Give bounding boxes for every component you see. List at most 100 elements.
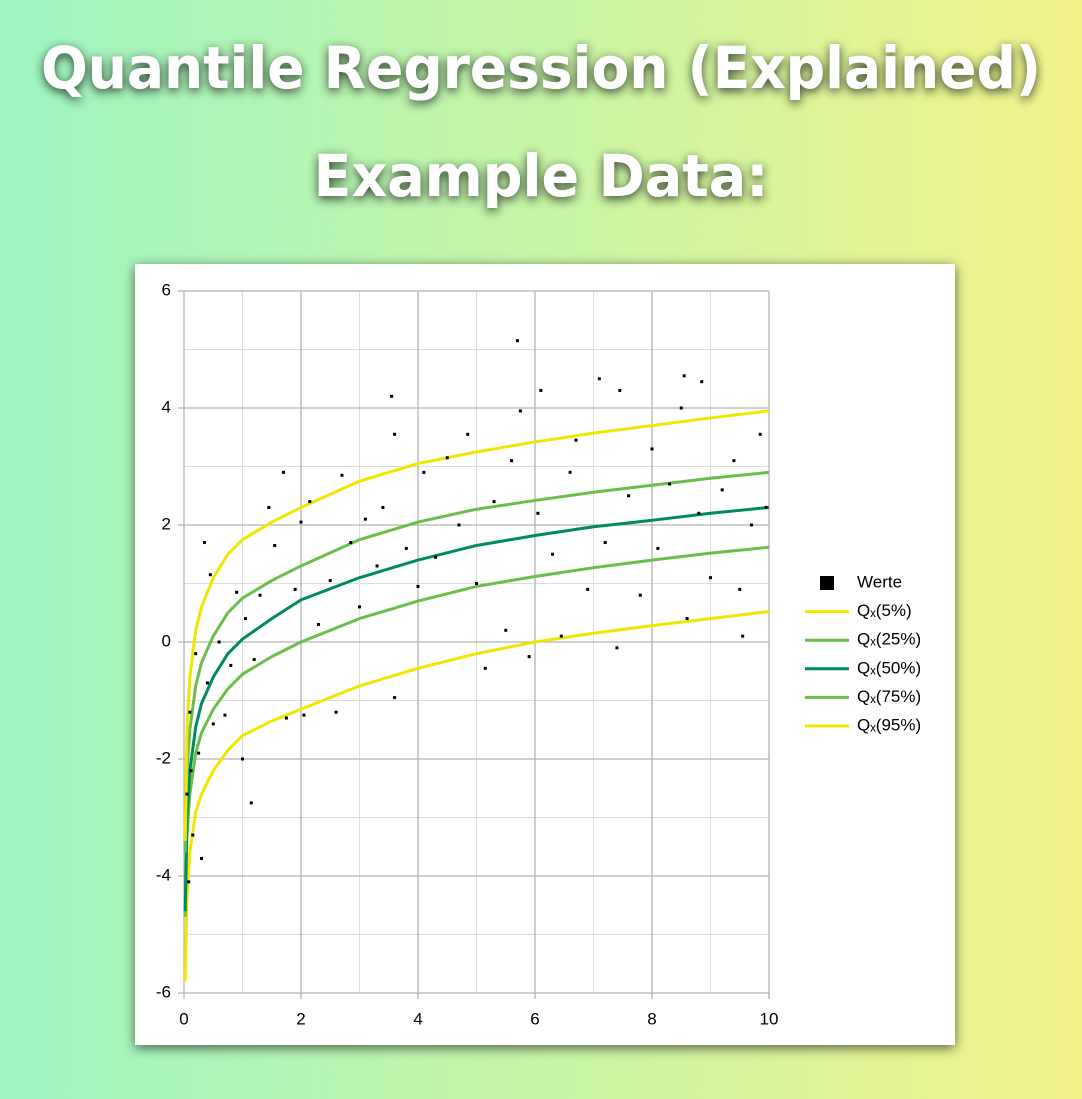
quantile-line	[183, 505, 770, 912]
data-point	[597, 377, 601, 381]
quantile-line	[183, 610, 770, 982]
chart-panel	[135, 264, 955, 1045]
data-point	[749, 523, 753, 527]
data-point	[217, 640, 221, 644]
y-tick-label: -2	[156, 748, 171, 767]
data-point	[308, 500, 312, 504]
data-point	[656, 546, 660, 550]
y-tick-label: 4	[162, 397, 171, 416]
legend-swatch	[820, 576, 834, 590]
data-point	[200, 856, 204, 860]
legend-label: Qₓ(75%)	[857, 687, 921, 706]
x-tick-label: 4	[413, 1009, 422, 1028]
data-point	[284, 716, 288, 720]
data-point	[243, 617, 247, 621]
data-point	[241, 757, 244, 761]
data-point	[258, 593, 262, 597]
y-tick-label: 0	[162, 631, 171, 650]
x-tick-label: 10	[760, 1009, 779, 1028]
data-point	[700, 380, 704, 384]
data-point	[363, 517, 367, 521]
data-point	[422, 470, 426, 474]
data-point	[764, 505, 768, 509]
data-point	[466, 432, 470, 436]
data-point	[349, 541, 353, 545]
plot-area: 0 2 4 6 8 10 -6 -4 -2 0 2 4 6 Werte Qₓ(5%) Qₓ(25%) Qₓ(50…	[156, 280, 921, 1028]
quantile-line	[183, 470, 770, 853]
y-tick-label: 6	[162, 280, 171, 299]
y-tick-label: -4	[156, 865, 171, 884]
data-point	[475, 582, 478, 585]
data-point	[492, 500, 496, 504]
data-point	[223, 713, 227, 717]
data-point	[273, 543, 277, 547]
data-point	[249, 801, 253, 805]
data-point	[738, 587, 742, 591]
title: Quantile Regression (Explained)	[41, 34, 1041, 102]
data-point	[457, 523, 461, 527]
data-point	[551, 552, 555, 556]
data-point	[536, 511, 540, 515]
data-point	[615, 646, 619, 650]
data-point	[404, 546, 408, 550]
data-point	[188, 710, 192, 714]
data-point	[527, 655, 531, 659]
data-point	[191, 833, 195, 837]
data-point	[515, 339, 519, 343]
data-point	[434, 555, 438, 559]
data-point	[281, 470, 285, 474]
legend-label: Qₓ(95%)	[857, 715, 921, 734]
data-point	[208, 573, 212, 577]
data-point	[682, 374, 686, 378]
data-point	[328, 579, 332, 583]
quantile-line	[183, 545, 770, 917]
data-point	[340, 473, 344, 477]
data-point	[758, 432, 762, 436]
data-point	[732, 459, 736, 463]
data-point	[202, 541, 206, 545]
data-point	[375, 564, 379, 568]
data-point	[510, 459, 514, 463]
data-point	[416, 584, 420, 588]
data-point	[483, 666, 487, 670]
x-tick-label: 8	[647, 1009, 656, 1028]
data-point	[293, 587, 297, 591]
data-point	[194, 652, 198, 656]
data-point	[393, 432, 397, 436]
data-point	[697, 511, 701, 515]
data-point	[445, 456, 449, 460]
data-point	[235, 590, 239, 594]
data-point	[650, 447, 654, 451]
data-point	[334, 710, 338, 714]
data-point	[252, 658, 256, 662]
data-point	[197, 751, 201, 755]
data-point	[302, 713, 306, 717]
data-point	[189, 769, 193, 773]
data-point	[539, 388, 543, 392]
y-tick-label: -6	[156, 982, 171, 1001]
data-point	[574, 438, 578, 442]
x-tick-label: 6	[530, 1009, 539, 1028]
data-point	[518, 409, 522, 413]
data-point	[390, 394, 394, 398]
data-point	[185, 792, 189, 796]
data-point	[299, 520, 303, 524]
legend-label: Werte	[857, 572, 902, 591]
data-point	[504, 628, 508, 632]
data-point	[393, 696, 397, 700]
legend-label: Qₓ(25%)	[857, 630, 921, 649]
data-point	[679, 406, 683, 410]
data-point	[205, 681, 209, 685]
data-point	[358, 605, 361, 609]
data-point	[317, 622, 321, 626]
data-point	[618, 388, 622, 392]
quantile-line	[183, 409, 770, 841]
x-tick-label: 0	[179, 1009, 188, 1028]
data-point	[211, 722, 215, 726]
legend-label: Qₓ(50%)	[857, 658, 921, 677]
data-point	[267, 505, 271, 509]
data-point	[709, 576, 712, 580]
data-point	[568, 470, 572, 474]
data-point	[229, 663, 233, 667]
